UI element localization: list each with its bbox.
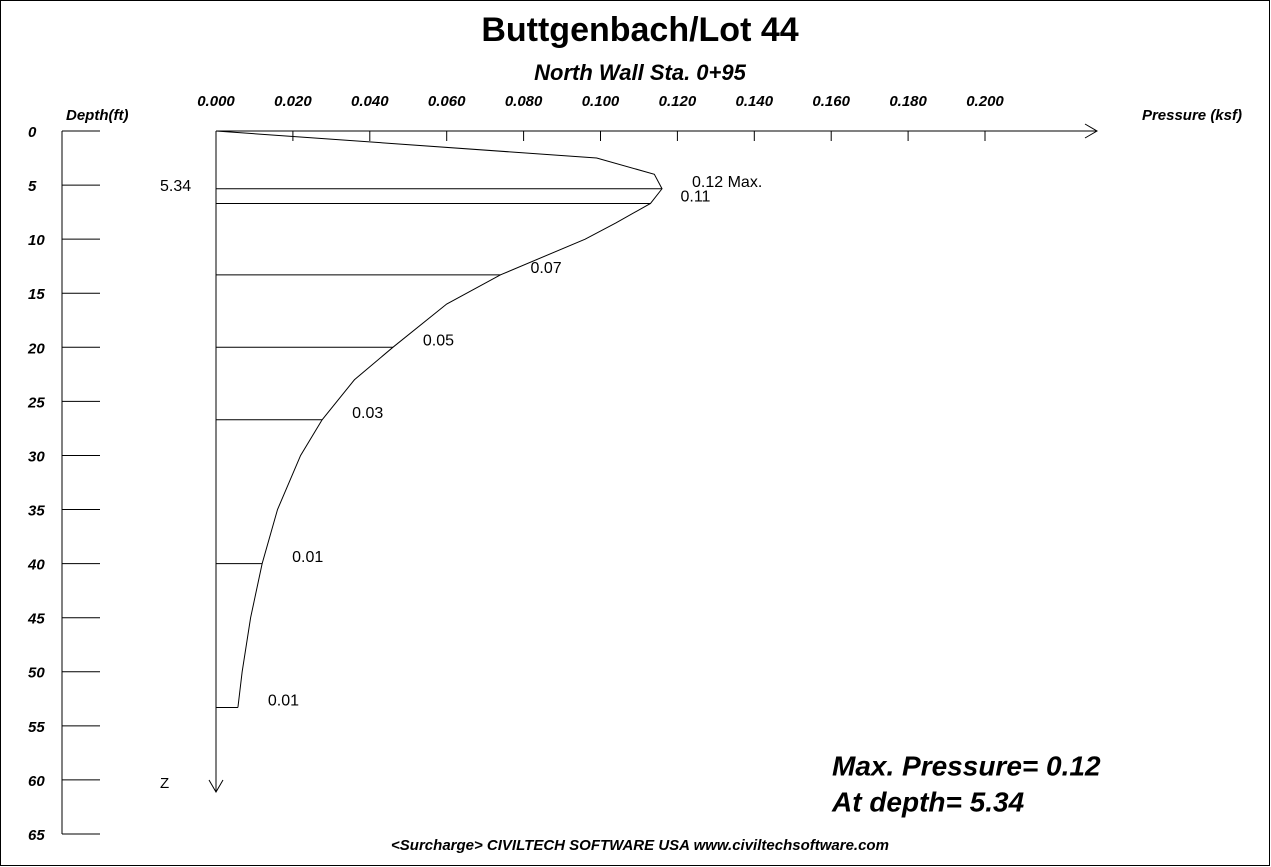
y-tick-label: 50 xyxy=(28,665,45,682)
chart-subtitle: North Wall Sta. 0+95 xyxy=(534,60,746,85)
x-tick-label: 0.120 xyxy=(659,93,697,110)
x-tick-label: 0.180 xyxy=(889,93,927,110)
annotation: Max. Pressure= 0.12 xyxy=(832,750,1101,781)
y-axis-label: Depth(ft) xyxy=(66,107,128,124)
x-tick-label: 0.100 xyxy=(582,93,620,110)
y-tick-label: 30 xyxy=(28,448,45,465)
y-tick-label: 10 xyxy=(28,232,45,249)
y-tick-label: 20 xyxy=(27,340,45,357)
level-label: 0.05 xyxy=(423,333,454,350)
x-tick-label: 0.160 xyxy=(812,93,850,110)
y-tick-label: 0 xyxy=(28,124,37,141)
z-axis-arrow xyxy=(208,779,224,793)
x-tick-label: 0.080 xyxy=(505,93,543,110)
y-tick-label: 35 xyxy=(28,503,45,520)
y-tick-label: 65 xyxy=(28,827,45,844)
level-label: 0.01 xyxy=(292,549,323,566)
z-label: Z xyxy=(160,775,169,792)
x-axis-label: Pressure (ksf) xyxy=(1142,107,1242,124)
x-tick-label: 0.000 xyxy=(197,93,235,110)
depth-label: 5.34 xyxy=(160,178,191,195)
level-label: 0.03 xyxy=(352,405,383,422)
y-tick-label: 40 xyxy=(27,557,45,574)
x-tick-label: 0.200 xyxy=(966,93,1004,110)
level-label: 0.11 xyxy=(680,189,710,206)
y-tick-label: 15 xyxy=(28,286,45,303)
x-axis-arrow xyxy=(1084,123,1098,139)
pressure-curve xyxy=(215,130,663,708)
x-tick-label: 0.020 xyxy=(274,93,312,110)
annotation: At depth= 5.34 xyxy=(831,786,1025,817)
footer: <Surcharge> CIVILTECH SOFTWARE USA www.c… xyxy=(391,837,889,854)
level-label: 0.07 xyxy=(531,260,562,277)
level-label: 0.01 xyxy=(268,693,299,710)
y-tick-label: 5 xyxy=(28,178,37,195)
x-tick-label: 0.040 xyxy=(351,93,389,110)
level-label: 0.12 Max. xyxy=(692,174,762,191)
y-tick-label: 45 xyxy=(27,611,45,628)
y-tick-label: 55 xyxy=(28,719,45,736)
chart-title: Buttgenbach/Lot 44 xyxy=(481,11,798,49)
y-tick-label: 60 xyxy=(28,773,45,790)
y-tick-label: 25 xyxy=(27,394,45,411)
x-tick-label: 0.140 xyxy=(736,93,774,110)
x-tick-label: 0.060 xyxy=(428,93,466,110)
